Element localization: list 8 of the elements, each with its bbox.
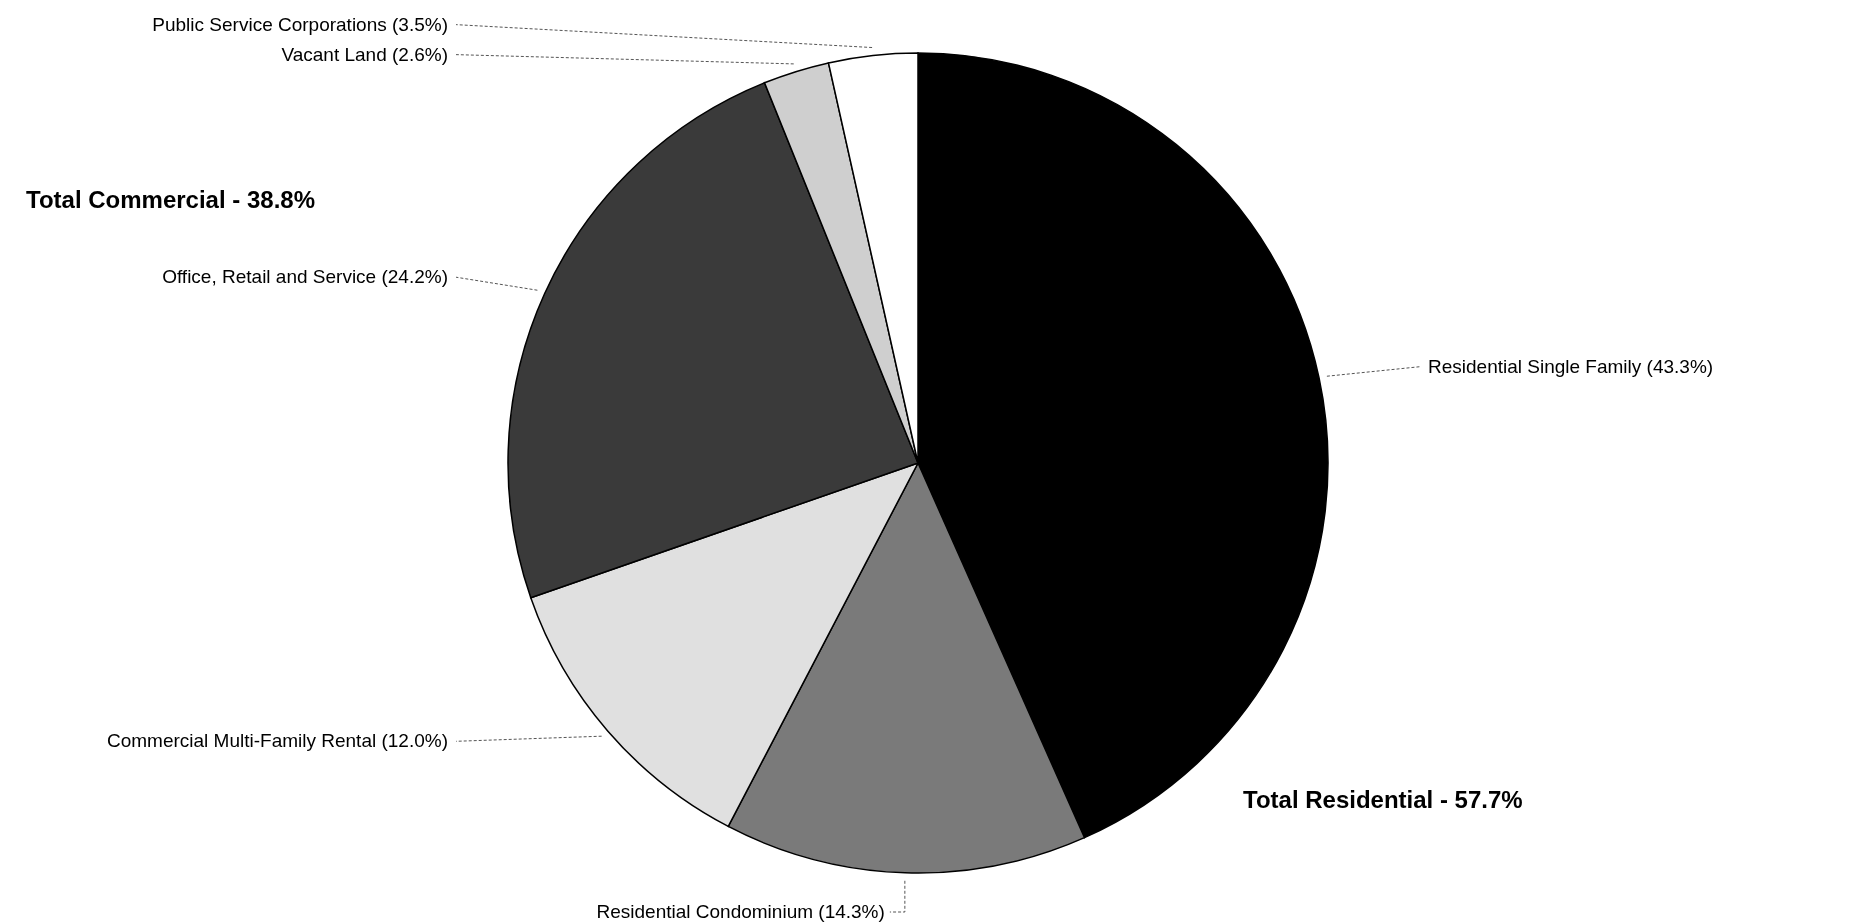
- slice-label: Residential Condominium (14.3%): [596, 901, 885, 922]
- slice-label: Office, Retail and Service (24.2%): [162, 266, 448, 288]
- slice-label: Residential Single Family (43.3%): [1428, 355, 1714, 377]
- text: Total Residential - 57.7%: [1243, 786, 1523, 813]
- slice-label: Public Service Corporations (3.5%): [152, 13, 448, 35]
- text: Total Commercial - 38.8%: [26, 186, 315, 213]
- slice-label: Vacant Land (2.6%): [281, 43, 448, 65]
- slice-label: Commercial Multi-Family Rental (12.0%): [106, 730, 448, 752]
